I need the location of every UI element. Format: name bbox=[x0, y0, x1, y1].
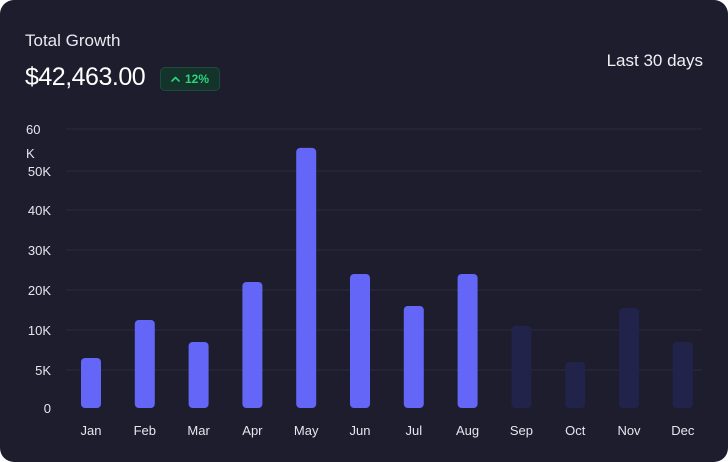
y-tick-label: 30K bbox=[28, 243, 51, 258]
date-range-label: Last 30 days bbox=[606, 51, 703, 70]
change-value: 12% bbox=[184, 72, 210, 86]
bar-nov bbox=[619, 308, 639, 408]
y-tick-label: 60 K bbox=[26, 122, 40, 161]
chevron-up-icon bbox=[171, 76, 180, 82]
y-tick-label: 40K bbox=[28, 203, 51, 218]
x-tick-label: Nov bbox=[617, 423, 641, 438]
x-tick-label: Jan bbox=[81, 423, 102, 438]
y-tick-label: 10K bbox=[28, 323, 51, 338]
x-tick-label: Aug bbox=[456, 423, 479, 438]
bar-jul bbox=[403, 306, 424, 408]
bar-apr bbox=[242, 282, 263, 408]
card-title: Total Growth bbox=[25, 31, 121, 50]
bar-mar bbox=[188, 342, 209, 408]
total-amount: $42,463.00 bbox=[25, 63, 146, 91]
y-tick-label: 50K bbox=[28, 164, 51, 179]
bar-dec bbox=[672, 342, 693, 408]
x-tick-label: Dec bbox=[671, 423, 695, 438]
x-tick-label: Apr bbox=[242, 423, 263, 438]
x-tick-label: May bbox=[294, 423, 319, 438]
change-badge: 12% bbox=[160, 67, 220, 91]
x-tick-label: Jun bbox=[350, 423, 371, 438]
bar-may bbox=[296, 147, 317, 408]
bar-aug bbox=[457, 274, 478, 408]
x-tick-label: Feb bbox=[134, 423, 156, 438]
y-tick-label: 0 bbox=[44, 401, 51, 416]
bar-feb bbox=[134, 320, 155, 408]
x-tick-label: Jul bbox=[405, 423, 422, 438]
bar-sep bbox=[511, 326, 532, 408]
y-tick-label: 5K bbox=[35, 363, 51, 378]
x-tick-label: Oct bbox=[565, 423, 586, 438]
bar-jun bbox=[350, 274, 370, 408]
x-tick-label: Sep bbox=[510, 423, 533, 438]
bar-oct bbox=[565, 362, 586, 408]
bar-jan bbox=[81, 358, 101, 408]
x-tick-label: Mar bbox=[187, 423, 210, 438]
y-tick-label: 20K bbox=[28, 283, 51, 298]
